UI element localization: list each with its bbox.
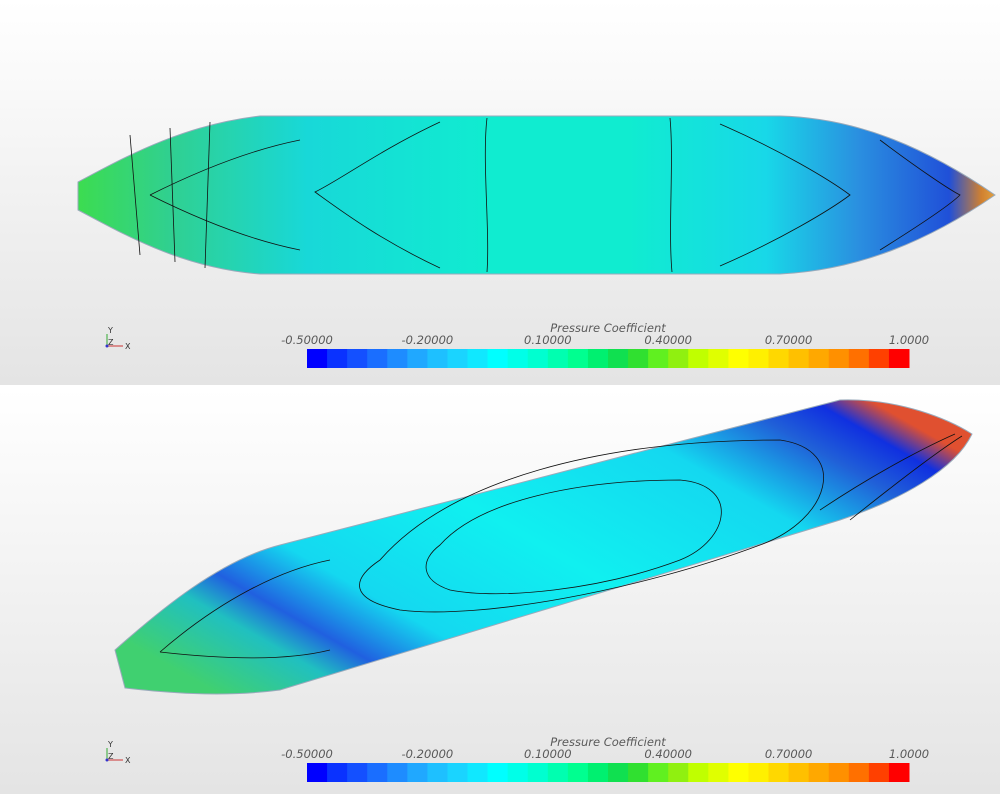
- colorbar-segment: [347, 349, 368, 368]
- colorbar-segment: [688, 349, 709, 368]
- colorbar-tick-label: 0.10000: [524, 747, 572, 761]
- colorbar-segment: [327, 763, 348, 782]
- colorbar-segment: [628, 763, 649, 782]
- colorbar-segment: [587, 349, 609, 368]
- colorbar-segment: [307, 349, 328, 368]
- colorbar-segment: [567, 763, 589, 782]
- colorbar-segment: [788, 349, 810, 368]
- colorbar-segment: [768, 349, 790, 368]
- triad-label: X: [125, 342, 131, 351]
- colorbar-segment: [487, 349, 509, 368]
- colorbar-segment: [868, 349, 890, 368]
- colorbar-segment: [768, 763, 790, 782]
- triad-origin: [105, 758, 109, 762]
- contours: [159, 433, 963, 659]
- colorbar-segment: [327, 349, 348, 368]
- colorbar-segment: [648, 349, 669, 368]
- colorbar-segment: [467, 763, 489, 782]
- colorbar-segment: [407, 349, 428, 368]
- colorbar-segment: [748, 763, 770, 782]
- colorbar-segment: [407, 763, 428, 782]
- colorbar-tick-label: 0.10000: [524, 333, 572, 347]
- hull-bottom: [114, 399, 973, 695]
- colorbar-tick-label: -0.50000: [281, 333, 333, 347]
- triad-origin: [105, 344, 109, 348]
- colorbar-segment: [828, 349, 850, 368]
- colorbar-tick-label: -0.20000: [402, 747, 454, 761]
- hull-top: [77, 115, 996, 275]
- colorbar-segment: [507, 763, 529, 782]
- colorbar-segment: [507, 349, 529, 368]
- colorbar-title: Pressure Coefficient: [550, 321, 666, 335]
- colorbar-segment: [828, 763, 850, 782]
- colorbar-tick-label: 0.70000: [765, 333, 813, 347]
- colorbar-tick-label: 0.40000: [644, 333, 692, 347]
- colorbar-segment: [387, 763, 408, 782]
- colorbar-segment: [668, 349, 689, 368]
- contours: [129, 117, 961, 273]
- colorbar-segment: [367, 349, 388, 368]
- colorbar-tick-label: 0.70000: [765, 747, 813, 761]
- colorbar-tick-label: 1.0000: [889, 747, 929, 761]
- triad-label: Y: [107, 326, 113, 335]
- colorbar-tick-label: -0.50000: [281, 747, 333, 761]
- colorbar-tick-label: 1.0000: [889, 333, 929, 347]
- colorbar-segment: [728, 349, 749, 368]
- colorbar-segment: [367, 763, 388, 782]
- colorbar-segment: [427, 763, 448, 782]
- colorbar-segment: [307, 763, 328, 782]
- colorbar-title: Pressure Coefficient: [550, 735, 666, 749]
- colorbar-segment: [868, 763, 890, 782]
- colorbar-segment: [708, 349, 729, 368]
- triad-label: X: [125, 756, 131, 765]
- colorbar-segment: [708, 763, 729, 782]
- colorbar-segment: [587, 763, 609, 782]
- colorbar-segment: [788, 763, 810, 782]
- colorbar-segment: [527, 349, 549, 368]
- colorbar-segment: [808, 349, 830, 368]
- colorbar-segment: [467, 349, 489, 368]
- colorbar-segment: [848, 349, 870, 368]
- colorbar-segment: [668, 763, 689, 782]
- colorbar-segment: [547, 349, 569, 368]
- triad-label: Z: [108, 338, 114, 347]
- colorbar-segment: [527, 763, 549, 782]
- colorbar-segment: [728, 763, 749, 782]
- hull-surface: [114, 399, 973, 695]
- colorbar-segment: [547, 763, 569, 782]
- colorbar-segment: [648, 763, 669, 782]
- triad-label: Z: [108, 752, 114, 761]
- colorbar-tick-label: 0.40000: [644, 747, 692, 761]
- colorbar-segment: [608, 349, 629, 368]
- colorbar-segment: [387, 349, 408, 368]
- triad-label: Y: [107, 740, 113, 749]
- colorbar-segment: [427, 349, 448, 368]
- colorbar-segment: [447, 349, 469, 368]
- colorbar-segment: [688, 763, 709, 782]
- colorbar-segment: [748, 349, 770, 368]
- colorbar-segment: [848, 763, 870, 782]
- colorbar-segment: [888, 349, 910, 368]
- colorbar-segment: [888, 763, 910, 782]
- colorbar-segment: [808, 763, 830, 782]
- hull-surface: [77, 115, 996, 275]
- colorbar-tick-label: -0.20000: [402, 333, 454, 347]
- colorbar-segment: [447, 763, 469, 782]
- colorbar-segment: [628, 349, 649, 368]
- colorbar-segment: [347, 763, 368, 782]
- colorbar-segment: [487, 763, 509, 782]
- colorbar-segment: [567, 349, 589, 368]
- colorbar-segment: [608, 763, 629, 782]
